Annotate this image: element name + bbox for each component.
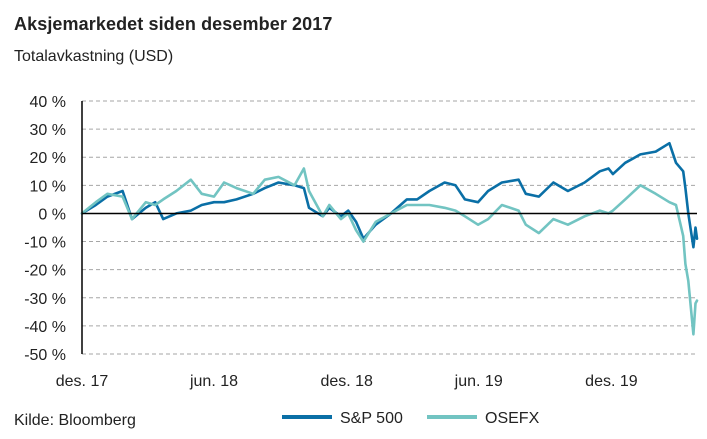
x-axis-tick-labels: des. 17 jun. 18 des. 18 jun. 19 des. 19 xyxy=(56,373,638,390)
y-tick-label: -20 % xyxy=(24,263,66,280)
source-note: Kilde: Bloomberg xyxy=(14,412,136,429)
y-tick-label: 20 % xyxy=(30,150,66,167)
y-tick-label: 0 % xyxy=(38,206,66,223)
chart-subtitle: Totalavkastning (USD) xyxy=(14,48,174,65)
y-tick-label: 40 % xyxy=(30,94,66,111)
y-axis-tick-labels: 40 % 30 % 20 % 10 % 0 % -10 % -20 % -30 % -40 % -… xyxy=(24,94,66,364)
x-tick-label: des. 18 xyxy=(320,373,373,390)
legend-label: OSEFX xyxy=(485,410,540,427)
y-tick-label: -40 % xyxy=(24,319,66,336)
legend-label: S&P 500 xyxy=(340,410,403,427)
y-tick-label: -50 % xyxy=(24,347,66,364)
x-tick-label: des. 17 xyxy=(56,373,109,390)
chart-title: Aksjemarkedet siden desember 2017 xyxy=(14,14,333,34)
series-line-osefx xyxy=(80,167,699,336)
series-line-s-p-500 xyxy=(80,141,699,249)
y-tick-label: 10 % xyxy=(30,178,66,195)
y-tick-label: -10 % xyxy=(24,235,66,252)
x-tick-label: des. 19 xyxy=(585,373,638,390)
y-tick-label: -30 % xyxy=(24,291,66,308)
series-layer xyxy=(80,141,699,336)
x-tick-label: jun. 18 xyxy=(189,373,238,390)
x-tick-label: jun. 19 xyxy=(454,373,503,390)
y-tick-label: 30 % xyxy=(30,122,66,139)
axis-layer xyxy=(81,101,697,354)
legend: S&P 500 OSEFX xyxy=(282,410,540,427)
grid-layer xyxy=(82,100,697,355)
